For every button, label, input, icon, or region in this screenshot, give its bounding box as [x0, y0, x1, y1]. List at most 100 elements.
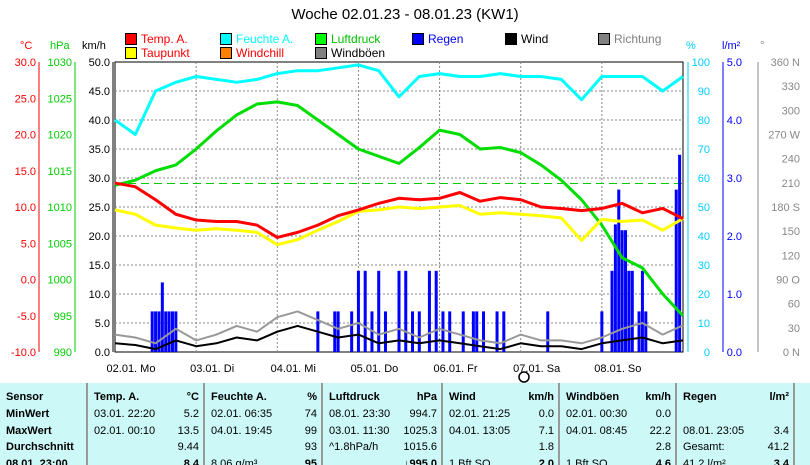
- x-tick-label: 05.01. Do: [351, 363, 399, 375]
- dir-tick-label: 300: [782, 105, 800, 117]
- wind-tick-label: 45.0: [89, 86, 110, 98]
- cell-value: 7.1: [538, 424, 554, 437]
- cell-time: 03.01. 11:30: [329, 424, 390, 437]
- dir-tick-label: 270 W: [768, 130, 800, 142]
- rain-bar: [610, 270, 614, 352]
- cell-time: 08.01. 23:05: [683, 424, 745, 437]
- legend-item: Windböen: [315, 46, 385, 60]
- temp-tick-label: 30.0: [15, 57, 36, 69]
- rain-bar: [644, 311, 648, 352]
- hum-tick-label: 90: [698, 86, 710, 98]
- rain-bar: [377, 270, 381, 352]
- rain-bar: [397, 270, 401, 352]
- hum-tick-label: 30: [698, 260, 710, 272]
- rain-bar: [404, 270, 408, 352]
- rain-bar: [640, 270, 644, 352]
- wind-tick-label: 15.0: [89, 260, 110, 272]
- cell-time: 04.01. 13:05: [449, 424, 511, 437]
- rain-bar: [441, 311, 445, 352]
- column-header: Windböen: [566, 391, 620, 403]
- column-divider: [203, 383, 205, 465]
- rain-bar: [502, 311, 506, 352]
- temp-tick-label: 10.0: [15, 202, 36, 214]
- rain-bar: [482, 311, 486, 352]
- column-divider: [321, 383, 323, 465]
- column-unit: °C: [186, 391, 199, 403]
- hum-tick-label: 40: [698, 231, 710, 243]
- row-label: MaxWert: [6, 424, 52, 437]
- legend-label: Luftdruck: [331, 32, 381, 46]
- temp-tick-label: 5.0: [21, 238, 36, 250]
- rain-tick-label: 0.0: [727, 347, 742, 359]
- legend-swatch: [220, 47, 232, 59]
- dir-tick-label: 30: [788, 323, 800, 335]
- temp-tick-label: -10.0: [11, 347, 36, 359]
- dir-tick-label: 150: [782, 226, 800, 238]
- chart-title: Woche 02.01.23 - 08.01.23 (KW1): [291, 6, 519, 23]
- rain-bar: [167, 311, 171, 352]
- wind-tick-label: 30.0: [89, 173, 110, 185]
- legend-item: Taupunkt: [125, 46, 190, 60]
- rain-bar: [620, 230, 624, 352]
- wind-tick-label: 35.0: [89, 144, 110, 156]
- dir-tick-label: 180 S: [771, 202, 800, 214]
- rain-bar: [546, 311, 550, 352]
- wind-unit: km/h: [82, 40, 106, 52]
- rain-bar: [164, 311, 168, 352]
- temp-tick-label: 25.0: [15, 93, 36, 105]
- cell-time: 1 Bft SO: [566, 457, 608, 465]
- cell-value: 994.7: [409, 408, 437, 420]
- x-tick-label: 04.01. Mi: [271, 363, 316, 375]
- cell-value: 22.2: [649, 424, 671, 437]
- legend-swatch: [505, 33, 517, 45]
- legend-swatch: [220, 33, 232, 45]
- temp-tick-label: 0.0: [21, 275, 36, 287]
- temp-tick-label: 20.0: [15, 130, 36, 142]
- rain-tick-label: 3.0: [727, 173, 742, 185]
- legend-swatch: [412, 33, 424, 45]
- rain-bar: [617, 189, 621, 352]
- legend-label: Windböen: [331, 46, 386, 60]
- cell-value: 13.5: [177, 424, 199, 437]
- column-unit: l/m²: [769, 391, 789, 403]
- series-line-taupunkt: [114, 204, 684, 247]
- rain-bar: [624, 230, 628, 352]
- cell-value: 0.0: [538, 408, 554, 420]
- legend-label: Regen: [428, 32, 464, 46]
- legend-swatch: [315, 47, 327, 59]
- dir-tick-label: 120: [782, 250, 800, 262]
- legend-label: Wind: [521, 32, 549, 46]
- rain-bar: [417, 311, 421, 352]
- cell-time: 08.01. 23:30: [329, 408, 391, 420]
- cell-value: 1015.6: [403, 441, 437, 453]
- rain-tick-label: 5.0: [727, 57, 742, 69]
- legend-label: Temp. A.: [141, 32, 188, 46]
- legend-item: Richtung: [598, 32, 661, 46]
- cell-time: Gesamt:: [683, 441, 725, 453]
- cell-value: 41.2: [767, 441, 789, 453]
- rain-bar: [471, 311, 475, 352]
- press-tick-label: 995: [54, 311, 72, 323]
- legend-item: Luftdruck: [315, 32, 380, 46]
- column-divider: [793, 383, 795, 465]
- column-divider: [675, 383, 677, 465]
- rain-tick-label: 4.0: [727, 115, 742, 127]
- cell-value: 95: [304, 457, 317, 465]
- press-tick-label: 1025: [48, 93, 72, 105]
- rain-bar: [174, 311, 178, 352]
- temp-tick-label: -5.0: [17, 311, 36, 323]
- rain-bar: [475, 311, 479, 352]
- x-tick-label: 02.01. Mo: [107, 363, 156, 375]
- series-line-luftdruck: [114, 100, 685, 317]
- cell-value: 3.4: [773, 424, 789, 437]
- cell-time: 1 Bft SO: [449, 457, 491, 465]
- rain-bar: [461, 311, 465, 352]
- dir-tick-label: 90 O: [776, 275, 800, 287]
- press-tick-label: 1010: [48, 202, 72, 214]
- rain-bar: [411, 311, 415, 352]
- legend-swatch: [125, 33, 137, 45]
- column-header: Feuchte A.: [211, 391, 267, 403]
- legend-label: Taupunkt: [141, 46, 190, 60]
- wind-tick-label: 20.0: [89, 231, 110, 243]
- column-unit: km/h: [528, 391, 554, 403]
